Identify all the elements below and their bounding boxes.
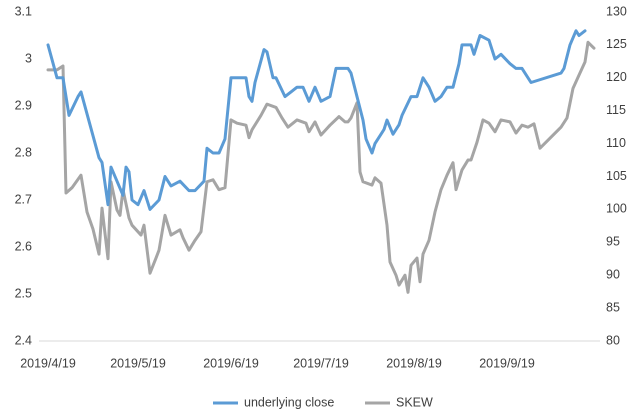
y2-tick-label: 125	[606, 37, 627, 51]
y2-tick-label: 85	[606, 300, 620, 314]
y-tick-label: 2.9	[15, 98, 32, 112]
x-tick-label: 2019/8/19	[386, 356, 442, 370]
y-tick-label: 2.4	[15, 333, 32, 347]
series-line	[46, 40, 596, 294]
y-tick-label: 3.1	[15, 4, 32, 18]
x-tick-label: 2019/4/19	[20, 356, 76, 370]
legend-label: SKEW	[396, 395, 433, 409]
x-tick-label: 2019/6/19	[203, 356, 259, 370]
y-tick-label: 2.6	[15, 239, 32, 253]
y2-tick-label: 130	[606, 4, 627, 18]
x-tick-label: 2019/9/19	[479, 356, 535, 370]
y2-tick-label: 115	[606, 103, 626, 117]
x-tick-label: 2019/7/19	[293, 356, 349, 370]
y-tick-label: 3	[25, 51, 32, 65]
y2-tick-label: 105	[606, 169, 627, 183]
legend-label: underlying close	[244, 395, 334, 409]
y2-tick-label: 120	[606, 70, 627, 84]
x-tick-label: 2019/5/19	[110, 356, 166, 370]
y2-tick-label: 80	[606, 333, 620, 347]
y2-tick-label: 95	[606, 235, 620, 249]
y-tick-label: 2.7	[15, 192, 32, 206]
y2-tick-label: 110	[606, 136, 626, 150]
y-tick-label: 2.8	[15, 145, 32, 159]
y2-tick-label: 100	[606, 202, 627, 216]
y-tick-label: 2.5	[15, 286, 32, 300]
y2-tick-label: 90	[606, 267, 620, 281]
series-line	[46, 29, 587, 211]
